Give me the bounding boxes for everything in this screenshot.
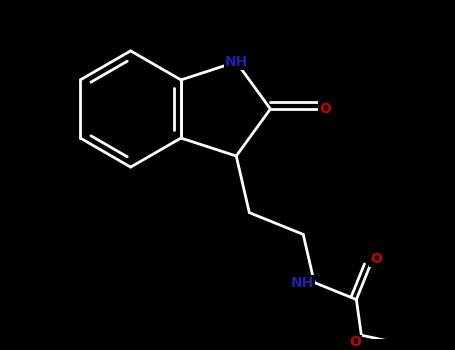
- Text: NH: NH: [225, 55, 248, 69]
- Text: O: O: [349, 335, 361, 349]
- Text: NH: NH: [291, 275, 314, 289]
- Text: O: O: [370, 252, 382, 266]
- Text: O: O: [319, 102, 331, 116]
